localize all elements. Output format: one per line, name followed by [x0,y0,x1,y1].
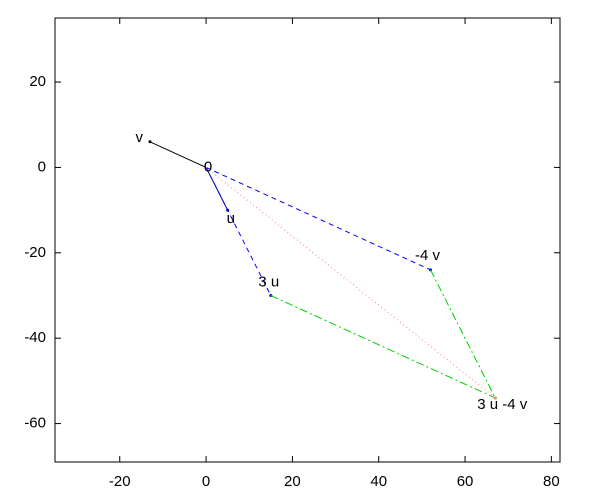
vector-line [270,295,496,399]
x-tick-label: -20 [109,473,131,490]
vector-line [205,166,431,271]
y-tick-label: 0 [38,158,46,175]
x-tick-label: 40 [370,473,387,490]
vector-line [430,269,496,399]
x-tick-label: 60 [457,473,474,490]
point-label: u [227,210,235,227]
y-tick-label: -20 [24,244,46,261]
plot-border [54,17,561,463]
y-tick-label: 20 [29,73,46,90]
x-tick-label: 0 [202,473,210,490]
vector-head [148,140,152,144]
point-label: v [135,129,143,146]
vector-line [205,167,496,399]
x-tick-label: 80 [543,473,560,490]
y-tick-label: -60 [24,415,46,432]
vector-line [205,167,272,296]
vector-head [493,396,497,400]
point-label: 3 u [258,273,279,290]
point-label: -4 v [415,247,441,264]
vector-line [149,141,207,168]
y-tick-label: -40 [24,329,46,346]
point-label: 0 [204,158,212,175]
x-tick-label: 20 [284,473,301,490]
point-label: 3 u -4 v [477,396,528,413]
